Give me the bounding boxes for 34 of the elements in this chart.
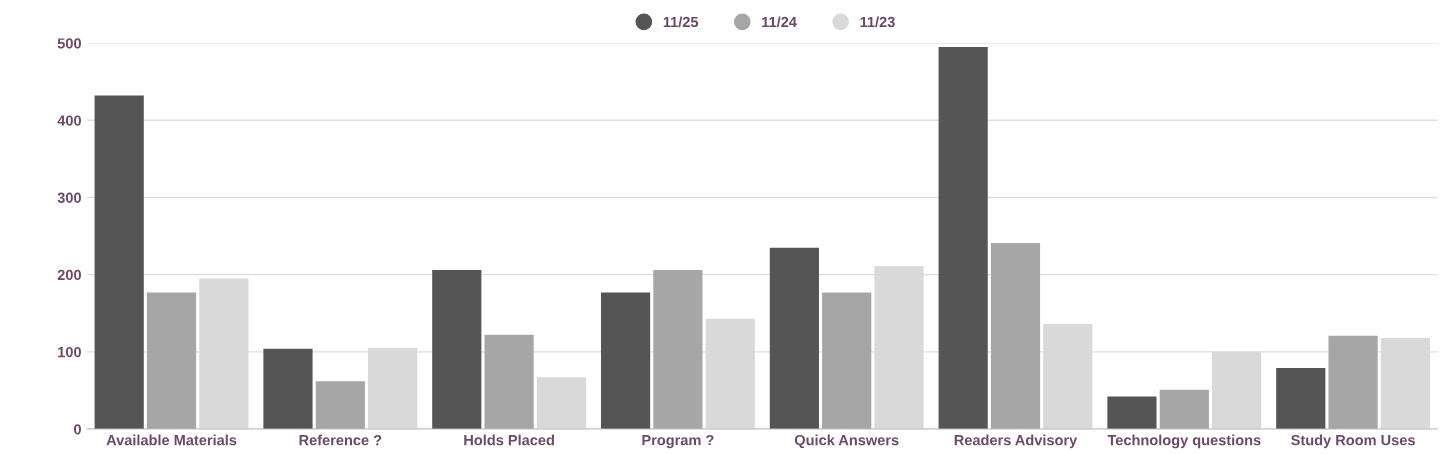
bar	[1276, 368, 1326, 430]
bar	[146, 292, 197, 430]
bar	[432, 270, 482, 430]
bar	[315, 381, 365, 430]
bar	[263, 348, 313, 430]
x-tick-label: Study Room Uses	[1291, 434, 1415, 449]
y-tick-label: 400	[57, 115, 81, 126]
bar	[600, 292, 651, 430]
bar	[1159, 389, 1209, 430]
y-tick-label: 100	[58, 346, 81, 358]
bar	[938, 46, 988, 430]
y-tick-label: 200	[57, 269, 81, 281]
bar	[653, 270, 703, 430]
x-tick-label: Quick Answers	[794, 434, 899, 449]
y-tick-label: 300	[57, 192, 81, 203]
x-tick-label: Readers Advisory	[954, 434, 1078, 449]
legend-label: 11/24	[762, 16, 797, 28]
legend-label: 11/25	[663, 16, 699, 28]
x-tick-label: Reference ?	[299, 434, 382, 446]
bar	[536, 377, 587, 430]
bar	[1328, 335, 1378, 430]
y-tick-label: 0	[74, 424, 81, 435]
x-tick-label: Technology questions	[1107, 434, 1261, 449]
bar	[484, 334, 534, 430]
x-tick-label: Program ?	[642, 434, 714, 449]
y-tick-label: 500	[57, 38, 81, 49]
x-tick-label: Holds Placed	[464, 434, 554, 446]
x-tick-label: Available Materials	[106, 434, 237, 446]
legend-label: 11/23	[860, 16, 895, 28]
bar	[94, 95, 144, 430]
bar	[1107, 396, 1157, 430]
bar	[769, 247, 819, 430]
bar	[822, 292, 872, 430]
bar	[990, 243, 1041, 430]
